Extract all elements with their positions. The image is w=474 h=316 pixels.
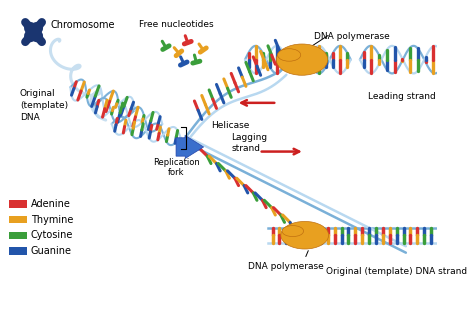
Text: Thymine: Thymine [31,215,73,225]
Text: Leading strand: Leading strand [367,92,435,101]
Text: Guanine: Guanine [31,246,72,256]
Text: Replication
fork: Replication fork [153,158,200,177]
FancyBboxPatch shape [9,247,27,254]
Text: Adenine: Adenine [31,199,71,209]
Text: Original
(template)
DNA: Original (template) DNA [20,89,68,122]
Text: DNA polymerase: DNA polymerase [314,32,390,41]
FancyBboxPatch shape [9,232,27,239]
Text: DNA polymerase: DNA polymerase [248,262,324,271]
Ellipse shape [276,44,328,75]
Ellipse shape [278,49,301,61]
Ellipse shape [282,226,303,237]
FancyBboxPatch shape [9,216,27,223]
Text: Free nucleotides: Free nucleotides [139,20,213,29]
Ellipse shape [281,222,328,249]
Text: Lagging
strand: Lagging strand [231,133,267,153]
Text: Helicase: Helicase [211,121,249,131]
Text: Chromosome: Chromosome [50,20,115,30]
Text: Cytosine: Cytosine [31,230,73,240]
FancyBboxPatch shape [9,200,27,208]
Text: Original (template) DNA strand: Original (template) DNA strand [326,267,467,276]
FancyArrow shape [176,136,204,158]
